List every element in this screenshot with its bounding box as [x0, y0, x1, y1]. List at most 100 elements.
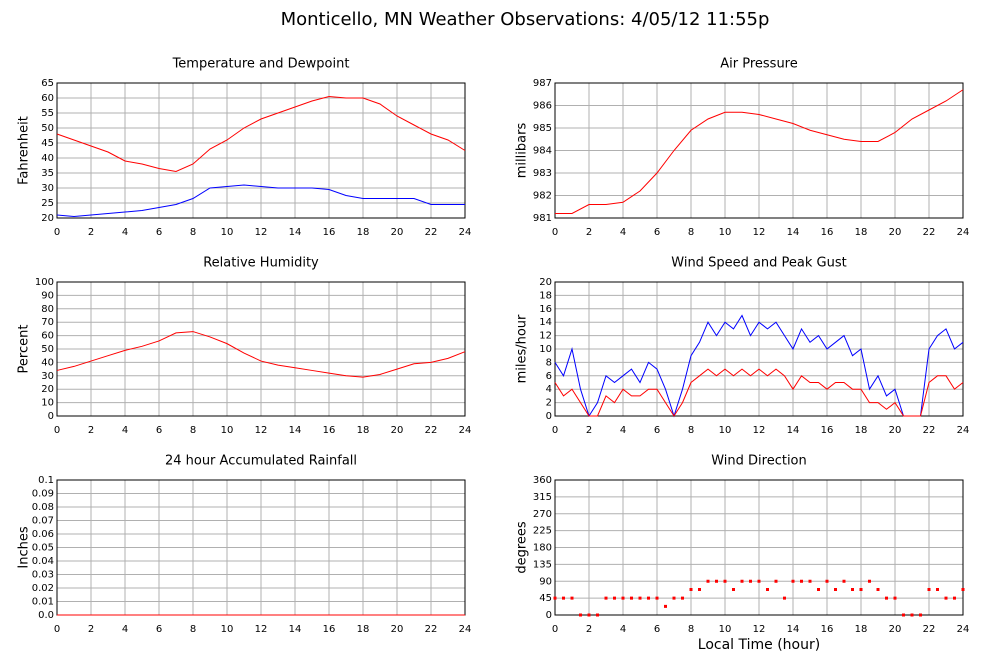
data-point [910, 613, 914, 617]
data-point [723, 579, 727, 583]
data-point [936, 588, 939, 591]
x-tick-label: 8 [688, 227, 694, 238]
y-tick-label: 14 [539, 317, 552, 328]
y-tick-label: 0.06 [32, 529, 54, 540]
x-tick-label: 18 [357, 425, 370, 436]
x-tick-label: 2 [586, 624, 592, 635]
data-line [56, 331, 466, 378]
x-tick-label: 8 [190, 624, 196, 635]
y-tick-label: 0.07 [32, 516, 54, 527]
x-tick-label: 18 [855, 425, 868, 436]
data-point [638, 596, 642, 600]
x-tick-label: 6 [654, 624, 660, 635]
y-tick-label: 90 [539, 576, 552, 587]
x-tick-label: 8 [688, 624, 694, 635]
y-tick-label: 0 [546, 411, 552, 422]
y-tick-label: 225 [533, 526, 552, 537]
y-tick-label: 180 [533, 543, 552, 554]
x-tick-label: 14 [289, 227, 302, 238]
data-point [698, 588, 701, 591]
y-tick-label: 0.03 [32, 570, 54, 581]
x-tick-label: 12 [753, 624, 766, 635]
y-axis-label: miles/hour [515, 314, 530, 383]
data-point [944, 596, 948, 600]
data-point [808, 579, 812, 583]
x-tick-label: 4 [122, 624, 128, 635]
x-tick-label: 12 [753, 425, 766, 436]
x-tick-label: 16 [821, 227, 834, 238]
data-point [842, 579, 846, 583]
x-tick-label: 24 [957, 425, 970, 436]
x-tick-label: 20 [889, 227, 902, 238]
x-tick-label: 6 [156, 227, 162, 238]
y-tick-label: 0.1 [38, 475, 54, 486]
x-tick-label: 10 [221, 425, 234, 436]
chart-title: Temperature and Dewpoint [172, 57, 350, 72]
data-point [740, 579, 744, 583]
y-tick-label: 80 [41, 304, 54, 315]
x-tick-label: 22 [923, 624, 936, 635]
data-point [630, 596, 633, 600]
y-tick-label: 90 [41, 290, 54, 301]
data-point [749, 579, 752, 583]
x-tick-label: 2 [586, 425, 592, 436]
data-point [613, 596, 616, 600]
data-point [562, 596, 565, 600]
y-tick-label: 0.09 [32, 489, 54, 500]
x-tick-label: 12 [255, 624, 268, 635]
data-point [553, 596, 557, 600]
data-point [825, 579, 829, 583]
data-point [621, 596, 625, 600]
x-tick-label: 2 [586, 227, 592, 238]
y-axis-label: degrees [515, 521, 530, 574]
data-point [791, 579, 795, 583]
x-tick-label: 14 [289, 425, 302, 436]
data-line [554, 368, 964, 417]
x-tick-label: 18 [357, 227, 370, 238]
x-tick-label: 12 [255, 425, 268, 436]
y-tick-label: 70 [41, 317, 54, 328]
x-tick-label: 0 [552, 227, 558, 238]
data-line [555, 89, 964, 214]
data-point [953, 596, 956, 600]
data-point [732, 588, 735, 591]
y-tick-label: 360 [533, 475, 552, 486]
y-tick-label: 985 [533, 123, 552, 134]
chart-title: Air Pressure [720, 57, 798, 72]
y-tick-label: 135 [533, 559, 552, 570]
data-point [800, 579, 803, 583]
data-point [757, 579, 761, 583]
x-tick-label: 0 [54, 624, 60, 635]
data-point [587, 613, 591, 617]
y-tick-label: 984 [533, 146, 552, 157]
x-tick-label: 16 [821, 624, 834, 635]
y-tick-label: 6 [546, 371, 552, 382]
y-tick-label: 40 [41, 153, 54, 164]
y-tick-label: 0.02 [32, 583, 54, 594]
plot-frame [554, 479, 964, 616]
x-tick-label: 8 [190, 227, 196, 238]
x-tick-label: 4 [620, 425, 626, 436]
data-point [604, 596, 608, 600]
data-point [596, 613, 599, 617]
x-tick-label: 18 [855, 227, 868, 238]
plot-frame [554, 281, 964, 417]
data-point [927, 588, 931, 591]
data-point [570, 596, 574, 600]
data-point [876, 588, 880, 591]
y-tick-label: 20 [41, 384, 54, 395]
data-line [56, 95, 466, 173]
x-tick-label: 24 [459, 227, 472, 238]
data-line [56, 184, 465, 218]
x-tick-label: 6 [654, 227, 660, 238]
data-point [885, 596, 888, 600]
plot-frame [554, 82, 964, 219]
y-tick-label: 60 [41, 93, 54, 104]
data-point [647, 596, 650, 600]
y-tick-label: 40 [41, 357, 54, 368]
x-tick-label: 14 [787, 425, 800, 436]
data-point [902, 613, 905, 617]
data-point [681, 596, 684, 600]
y-tick-label: 983 [533, 168, 552, 179]
